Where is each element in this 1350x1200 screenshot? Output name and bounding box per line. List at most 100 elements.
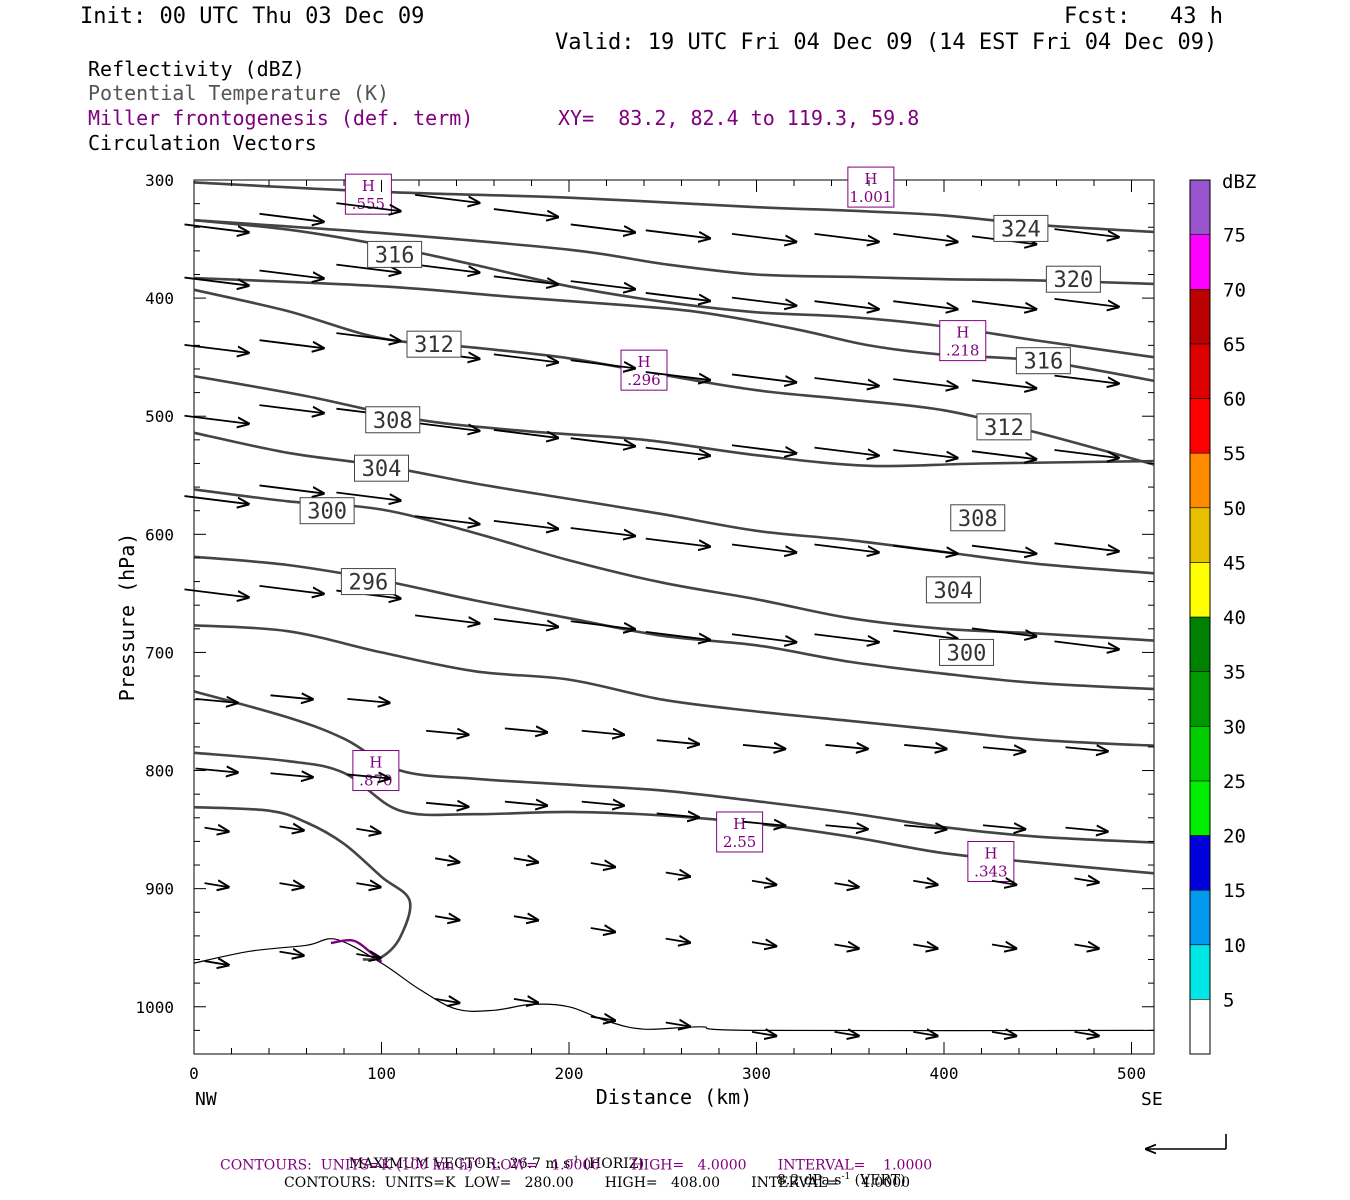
vector-arrow bbox=[1054, 542, 1119, 551]
colorbar-swatch bbox=[1189, 452, 1211, 509]
vector-arrow bbox=[731, 543, 796, 552]
colorbar-swatch bbox=[1189, 562, 1211, 618]
theta-contour-2 bbox=[193, 276, 1155, 383]
x-end-right: SE bbox=[1141, 1089, 1163, 1110]
terrain-surface bbox=[193, 938, 1155, 1032]
vector-arrow bbox=[834, 1032, 859, 1036]
vector-arrow bbox=[504, 802, 547, 806]
miller-max-box bbox=[939, 320, 987, 362]
y-tick-label: 900 bbox=[145, 880, 174, 899]
vector-arrow bbox=[982, 825, 1025, 829]
vector-arrow bbox=[270, 695, 313, 699]
vector-arrow bbox=[825, 825, 868, 829]
vector-arrow bbox=[434, 858, 459, 862]
vector-arrow bbox=[904, 825, 946, 829]
vector-arrow bbox=[893, 544, 957, 554]
max-vector-horiz: MAXIMUM VECTOR: 26.7 m s-1 (HORIZ) bbox=[348, 1155, 644, 1172]
vector-arrow bbox=[259, 404, 324, 413]
vector-arrow bbox=[971, 450, 1036, 459]
theta-label-box bbox=[1045, 265, 1101, 293]
x-axis-label: Distance (km) bbox=[596, 1085, 753, 1109]
theta-contour-12 bbox=[193, 805, 412, 961]
vector-arrow bbox=[656, 740, 699, 744]
theta-label-box bbox=[939, 638, 994, 666]
miller-max-value: .870 bbox=[359, 772, 392, 790]
vector-arrow bbox=[893, 232, 957, 242]
vector-arrow bbox=[1054, 640, 1119, 649]
vector-arrow bbox=[204, 828, 229, 832]
colorbar-level: 50 bbox=[1223, 498, 1246, 520]
vector-arrow bbox=[991, 1032, 1016, 1036]
vector-arrow bbox=[913, 945, 937, 949]
y-tick-label: 500 bbox=[145, 407, 174, 426]
vector-arrow bbox=[665, 1022, 690, 1026]
theta-contour-10 bbox=[193, 690, 1155, 844]
colorbar-level: 5 bbox=[1223, 989, 1234, 1011]
colorbar-unit: dBZ bbox=[1222, 171, 1256, 193]
colorbar-swatch bbox=[1189, 288, 1211, 345]
colorbar-level: 10 bbox=[1223, 935, 1246, 957]
vector-arrow bbox=[645, 229, 710, 238]
x-end-left: NW bbox=[195, 1089, 217, 1110]
vector-arrow bbox=[834, 883, 859, 887]
vector-arrow bbox=[356, 883, 380, 887]
vector-arrow bbox=[971, 544, 1036, 554]
vector-arrow bbox=[665, 872, 690, 876]
miller-contour-info: CONTOURS: UNITS=K (100 km h)-1 LOW= 1.00… bbox=[220, 1157, 933, 1174]
y-axis-label: Pressure (hPa) bbox=[115, 533, 139, 702]
vector-arrow bbox=[493, 618, 558, 627]
vector-arrow bbox=[1054, 228, 1119, 237]
miller-max-box bbox=[716, 811, 764, 853]
vector-arrow bbox=[434, 999, 459, 1003]
vector-arrow bbox=[991, 881, 1016, 885]
legend-circulation: Circulation Vectors bbox=[88, 131, 317, 155]
vector-arrow bbox=[279, 952, 304, 956]
vector-arrow bbox=[645, 537, 710, 547]
vector-arrow bbox=[825, 745, 868, 749]
vector-arrow bbox=[971, 627, 1036, 636]
theta-label: 324 bbox=[1001, 217, 1041, 242]
y-tick-label: 700 bbox=[145, 643, 174, 662]
vector-arrow bbox=[336, 202, 400, 211]
vector-arrow bbox=[347, 699, 389, 703]
vector-arrow bbox=[195, 769, 238, 773]
colorbar-swatch bbox=[1189, 179, 1211, 235]
vector-arrow bbox=[570, 223, 635, 232]
vector-arrow bbox=[751, 881, 776, 885]
vector-arrow bbox=[493, 208, 558, 217]
vector-arrow bbox=[204, 883, 229, 887]
y-tick-label: 400 bbox=[145, 289, 174, 308]
vector-arrow bbox=[1054, 449, 1119, 458]
vector-arrow bbox=[1065, 747, 1108, 751]
vector-arrow bbox=[581, 731, 624, 735]
axis-ticks: 0 100 200 300 400 500 300 400 500 600 700 800 900 100… bbox=[135, 171, 1154, 1083]
vector-arrow bbox=[426, 731, 468, 735]
vector-arrow bbox=[1074, 1032, 1099, 1036]
vector-arrow bbox=[356, 829, 380, 833]
theta-label-box bbox=[354, 454, 409, 482]
vector-arrow bbox=[570, 620, 635, 629]
theta-label: 304 bbox=[934, 579, 974, 604]
max-vector-info: MAXIMUM VECTOR: 26.7 m s-1 (HORIZ) 8.2 d… bbox=[340, 1139, 906, 1188]
circulation-vectors bbox=[184, 194, 1119, 1036]
vector-arrow bbox=[814, 543, 879, 552]
vector-arrow bbox=[1054, 374, 1119, 384]
valid-time: Valid: 19 UTC Fri 04 Dec 09 (14 EST Fri … bbox=[555, 30, 1218, 55]
theta-label-box bbox=[406, 330, 462, 358]
vector-arrow bbox=[415, 194, 479, 203]
vector-arrow bbox=[913, 1032, 937, 1036]
vector-arrow bbox=[893, 629, 957, 639]
vector-arrow bbox=[336, 491, 400, 501]
colorbar-level: 55 bbox=[1223, 443, 1246, 465]
theta-contour-5 bbox=[193, 374, 1155, 468]
vector-arrow bbox=[731, 373, 796, 382]
colorbar-frame bbox=[1189, 179, 1211, 1055]
vector-arrow bbox=[570, 280, 635, 289]
vector-arrow bbox=[751, 942, 776, 946]
vector-arrow bbox=[347, 774, 389, 778]
miller-max-value: 1.001 bbox=[849, 188, 892, 206]
theta-label: 312 bbox=[414, 333, 454, 358]
vector-arrow bbox=[645, 631, 710, 640]
colorbar-level: 70 bbox=[1223, 279, 1246, 301]
vector-arrow bbox=[731, 232, 796, 242]
